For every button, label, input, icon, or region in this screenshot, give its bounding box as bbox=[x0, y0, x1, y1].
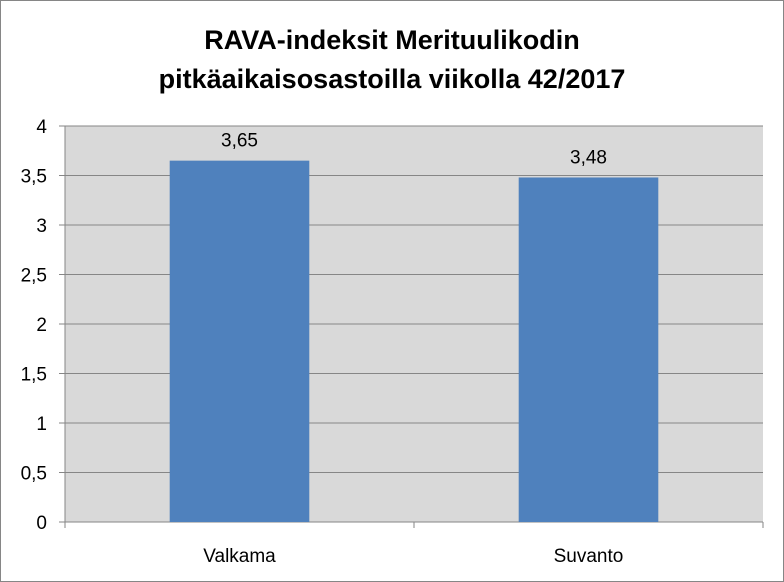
y-tick-label: 0,5 bbox=[21, 464, 47, 485]
y-tick-label: 1,5 bbox=[21, 365, 47, 386]
x-tick-label: Valkama bbox=[203, 546, 276, 567]
chart-title-line-1: RAVA-indeksit Merituulikodin bbox=[204, 25, 580, 55]
bar bbox=[169, 160, 310, 522]
data-label: 3,65 bbox=[221, 131, 258, 152]
y-tick-label: 3,5 bbox=[21, 167, 47, 188]
y-tick-label: 0 bbox=[36, 513, 47, 534]
y-tick-label: 2 bbox=[36, 315, 47, 336]
y-tick-label: 1 bbox=[36, 414, 47, 435]
data-label: 3,48 bbox=[570, 147, 607, 168]
x-tick-label: Suvanto bbox=[554, 546, 624, 567]
chart-title: RAVA-indeksit Merituulikodin pitkäaikais… bbox=[1, 21, 783, 99]
y-tick-label: 3 bbox=[36, 216, 47, 237]
chart-title-line-2: pitkäaikaisosastoilla viikolla 42/2017 bbox=[158, 64, 626, 94]
y-tick-label: 2,5 bbox=[21, 266, 47, 287]
bar bbox=[518, 177, 659, 523]
y-tick-label: 4 bbox=[36, 117, 47, 138]
